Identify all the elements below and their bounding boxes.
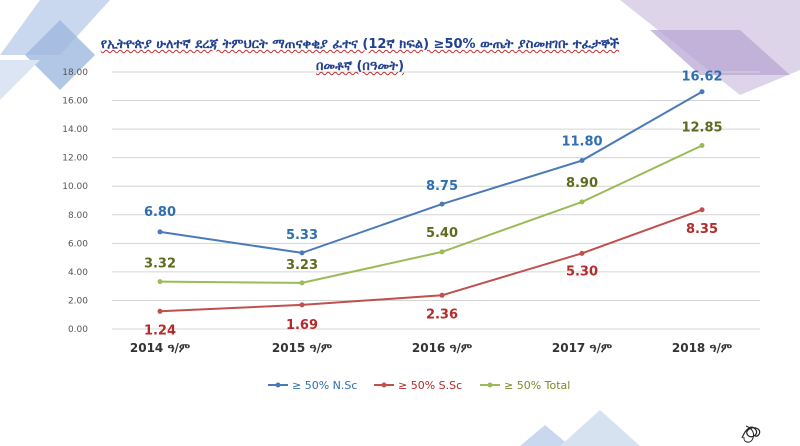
data-point bbox=[299, 302, 305, 308]
data-label: 1.69 bbox=[286, 318, 318, 333]
data-label: 5.40 bbox=[426, 226, 458, 241]
signature-stroke bbox=[743, 425, 755, 443]
y-tick-label: 10.00 bbox=[62, 182, 88, 192]
data-label: 8.90 bbox=[566, 176, 598, 191]
data-point bbox=[439, 201, 445, 207]
decor-shape bbox=[25, 20, 95, 90]
y-tick-label: 2.00 bbox=[68, 296, 88, 306]
data-point bbox=[579, 158, 585, 164]
data-labels: 6.80 5.33 8.75 11.80 16.62 1.24 1.69 2.36 5.30 8.… bbox=[144, 70, 723, 339]
legend-label: ≥ 50% S.Sc bbox=[398, 379, 462, 392]
grid-lines bbox=[112, 71, 760, 330]
chart-title-line1: የኢትዮጵያ ሁለተኛ ደረጃ ትምህርት ማጠናቀቂያ ፈተና (12ኛ ክፍ… bbox=[100, 37, 620, 52]
decor-shape bbox=[0, 60, 40, 100]
series-line bbox=[159, 144, 703, 284]
legend-marker bbox=[275, 382, 281, 388]
decor-shape bbox=[560, 410, 640, 446]
data-label: 5.33 bbox=[286, 228, 318, 243]
data-label: 12.85 bbox=[681, 121, 722, 136]
legend-marker bbox=[381, 382, 387, 388]
y-axis: 0.00 2.00 4.00 6.00 8.00 10.00 12.00 14.00 16.00… bbox=[62, 68, 88, 335]
signature-icon bbox=[741, 425, 761, 443]
chart-title: የኢትዮጵያ ሁለተኛ ደረጃ ትምህርት ማጠናቀቂያ ፈተና (12ኛ ክፍ… bbox=[100, 34, 620, 78]
y-tick-label: 8.00 bbox=[68, 211, 88, 221]
x-tick-label: 2017 ዓ/ም bbox=[552, 341, 612, 355]
data-label: 5.30 bbox=[566, 264, 598, 279]
data-label: 6.80 bbox=[144, 205, 176, 220]
data-point bbox=[439, 249, 445, 255]
data-point bbox=[699, 207, 705, 213]
data-point bbox=[579, 250, 585, 256]
data-point bbox=[579, 199, 585, 205]
data-point bbox=[439, 292, 445, 298]
data-label: 3.23 bbox=[286, 258, 318, 273]
data-label: 8.75 bbox=[426, 179, 458, 194]
y-tick-label: 12.00 bbox=[62, 154, 88, 164]
data-point bbox=[299, 250, 305, 256]
data-label: 11.80 bbox=[561, 135, 602, 150]
data-point bbox=[699, 143, 705, 149]
y-tick-label: 16.00 bbox=[62, 97, 88, 107]
x-tick-label: 2016 ዓ/ም bbox=[412, 341, 472, 355]
data-point bbox=[299, 280, 305, 286]
y-tick-label: 18.00 bbox=[62, 68, 88, 78]
data-label: 3.32 bbox=[144, 257, 176, 272]
y-tick-label: 6.00 bbox=[68, 239, 88, 249]
y-tick-label: 0.00 bbox=[68, 325, 88, 335]
x-axis: 2014 ዓ/ም 2015 ዓ/ም 2016 ዓ/ም 2017 ዓ/ም 2018 ዓ/ም bbox=[130, 341, 732, 355]
x-tick-label: 2018 ዓ/ም bbox=[672, 341, 732, 355]
data-point bbox=[157, 279, 163, 285]
x-tick-label: 2014 ዓ/ም bbox=[130, 341, 190, 355]
legend: ≥ 50% N.Sc ≥ 50% S.Sc ≥ 50% Total bbox=[268, 379, 570, 392]
legend-marker bbox=[487, 382, 493, 388]
legend-label: ≥ 50% Total bbox=[504, 379, 570, 392]
chart-title-line2: በመቶኛ (በዓመት) bbox=[315, 59, 405, 74]
data-label: 8.35 bbox=[686, 222, 718, 237]
data-label: 16.62 bbox=[681, 70, 722, 85]
decor-shape bbox=[650, 30, 790, 75]
x-tick-label: 2015 ዓ/ም bbox=[272, 341, 332, 355]
series-lines bbox=[157, 89, 705, 314]
data-point bbox=[699, 89, 705, 95]
data-point bbox=[157, 308, 163, 314]
data-label: 2.36 bbox=[426, 307, 458, 322]
legend-label: ≥ 50% N.Sc bbox=[292, 379, 357, 392]
data-point bbox=[157, 229, 163, 235]
y-tick-label: 4.00 bbox=[68, 268, 88, 278]
signature-stroke bbox=[741, 426, 761, 439]
y-tick-label: 14.00 bbox=[62, 125, 88, 135]
decor-shape bbox=[520, 425, 570, 446]
data-label: 1.24 bbox=[144, 323, 176, 338]
